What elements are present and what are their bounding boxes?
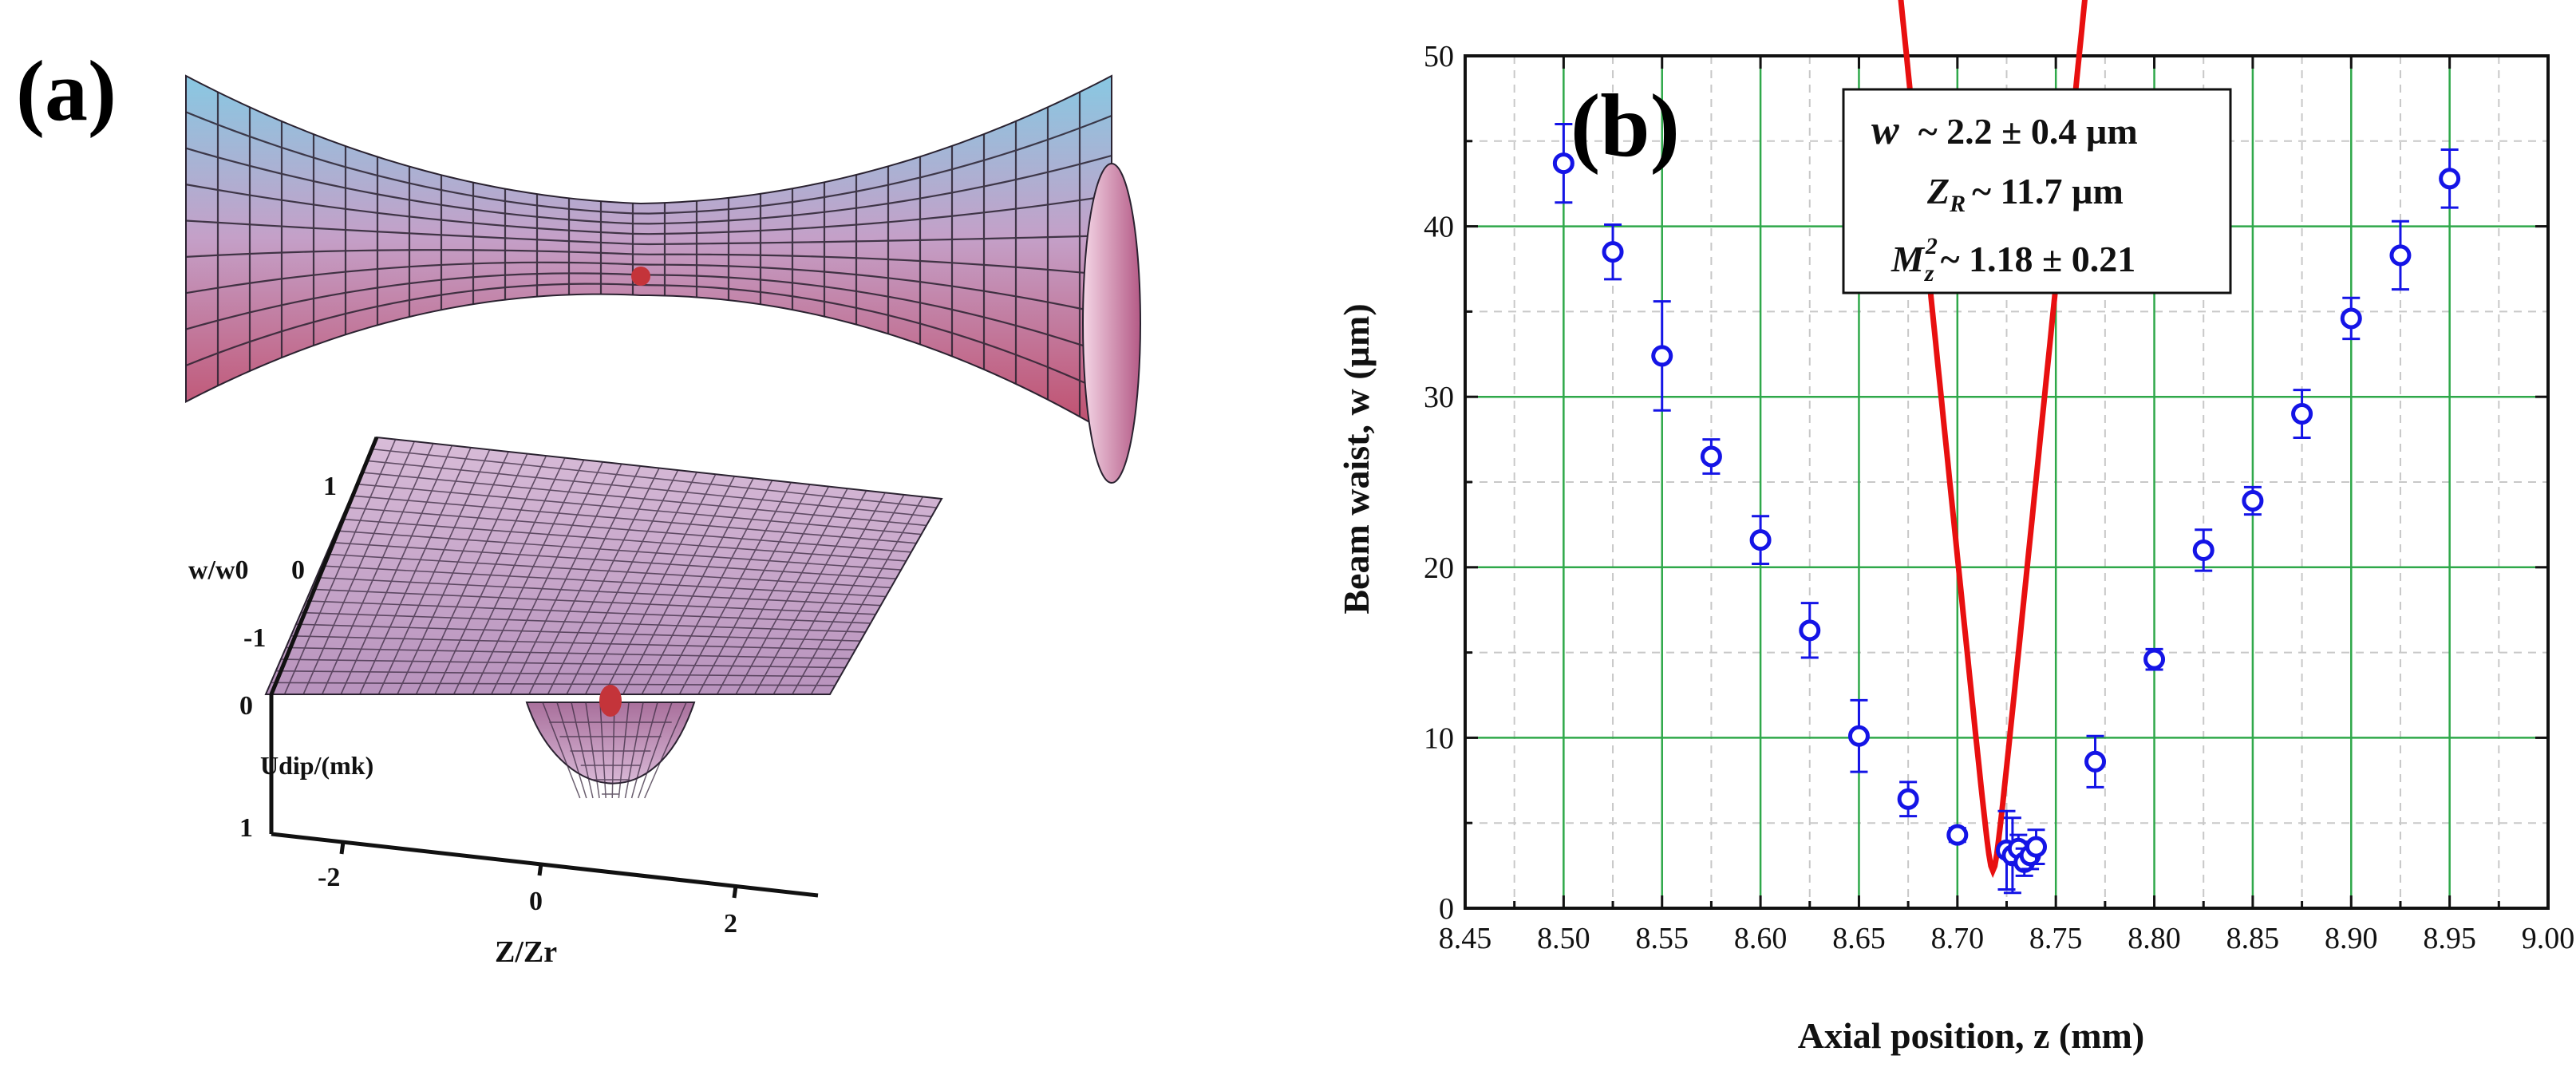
z-tick-neg2: -2 — [318, 863, 340, 892]
w-axis-label: w/w0 — [188, 555, 249, 585]
u-tick-1: 1 — [239, 813, 253, 843]
data-point — [2242, 489, 2264, 512]
data-point — [2192, 539, 2214, 561]
x-tick-label: 8.85 — [2226, 922, 2280, 955]
w-tick-1: 1 — [323, 472, 337, 501]
z-axis-label: Z/Zr — [495, 935, 557, 969]
gaussian-beam-hyperboloid — [185, 74, 1141, 484]
data-point — [1602, 241, 1624, 263]
data-point — [2025, 836, 2048, 858]
data-point — [1897, 788, 1919, 810]
x-tick-label: 8.45 — [1439, 922, 1492, 955]
x-axis-title: Axial position, z (mm) — [1798, 1015, 2144, 1056]
data-point — [2340, 307, 2362, 330]
data-point — [2439, 168, 2461, 190]
svg-text:M2z~ 1.18 ± 0.21: M2 z ~ 1.18 ± 0.21 — [1891, 233, 2135, 287]
x-tick-label: 8.90 — [2325, 922, 2378, 955]
data-point — [1651, 345, 1673, 367]
data-point — [2143, 648, 2166, 670]
axes-3d — [269, 437, 819, 899]
data-point — [1847, 725, 1870, 747]
u-tick-0: 0 — [239, 691, 253, 721]
x-tick-label: 8.55 — [1635, 922, 1689, 955]
x-tick-label: 9.00 — [2522, 922, 2575, 955]
x-tick-label: 8.50 — [1537, 922, 1590, 955]
x-tick-label: 8.70 — [1931, 922, 1985, 955]
data-point — [2389, 244, 2412, 267]
data-point — [1700, 445, 1722, 468]
y-tick-label: 30 — [1424, 381, 1454, 414]
y-tick-label: 40 — [1424, 211, 1454, 244]
beam-waist-chart: 8.45 8.50 8.55 8.60 8.65 8.70 8.75 8.80 8.85 8.90… — [1424, 0, 2574, 955]
atom-marker — [599, 685, 622, 717]
x-tick-label: 8.75 — [2029, 922, 2083, 955]
data-point — [1946, 824, 1969, 846]
z-tick-2: 2 — [724, 909, 737, 939]
data-point — [1552, 152, 1574, 175]
fit-curve — [1898, 0, 2088, 879]
y-axis-title: Beam waist, w (µm) — [1336, 303, 1377, 614]
svg-text:w~ 2.2 ± 0.4 µm: w ~ 2.2 ± 0.4 µm — [1871, 108, 2138, 153]
x-tick-label: 8.95 — [2423, 922, 2476, 955]
data-point — [2084, 750, 2107, 773]
data-point — [1749, 529, 1772, 551]
svg-text:ZR~ 11.7 µm: ZR ~ 11.7 µm — [1926, 171, 2124, 217]
y-tick-label: 10 — [1424, 721, 1454, 755]
y-tick-label: 20 — [1424, 551, 1454, 585]
panel-a-label: (a) — [16, 44, 117, 139]
u-axis-label: Udip/(mk) — [260, 751, 373, 780]
w-tick-neg1: -1 — [243, 623, 266, 653]
x-tick-label: 8.65 — [1832, 922, 1886, 955]
y-tick-label: 0 — [1439, 892, 1454, 926]
dipole-potential-surface — [264, 436, 943, 799]
x-tick-label: 8.80 — [2128, 922, 2181, 955]
fit-parameters-box: w ~ 2.2 ± 0.4 µm ZR ~ 11.7 µm M2 z ~ 1.18 ± … — [1842, 88, 2232, 294]
panel-b-label: (b) — [1570, 77, 1680, 176]
y-tick-label: 50 — [1424, 40, 1454, 73]
z-tick-0: 0 — [529, 887, 543, 916]
data-point — [2291, 403, 2313, 425]
x-tick-label: 8.60 — [1734, 922, 1788, 955]
data-point — [1799, 619, 1821, 642]
w-tick-0: 0 — [291, 555, 305, 585]
beam-focus-marker — [631, 267, 650, 286]
